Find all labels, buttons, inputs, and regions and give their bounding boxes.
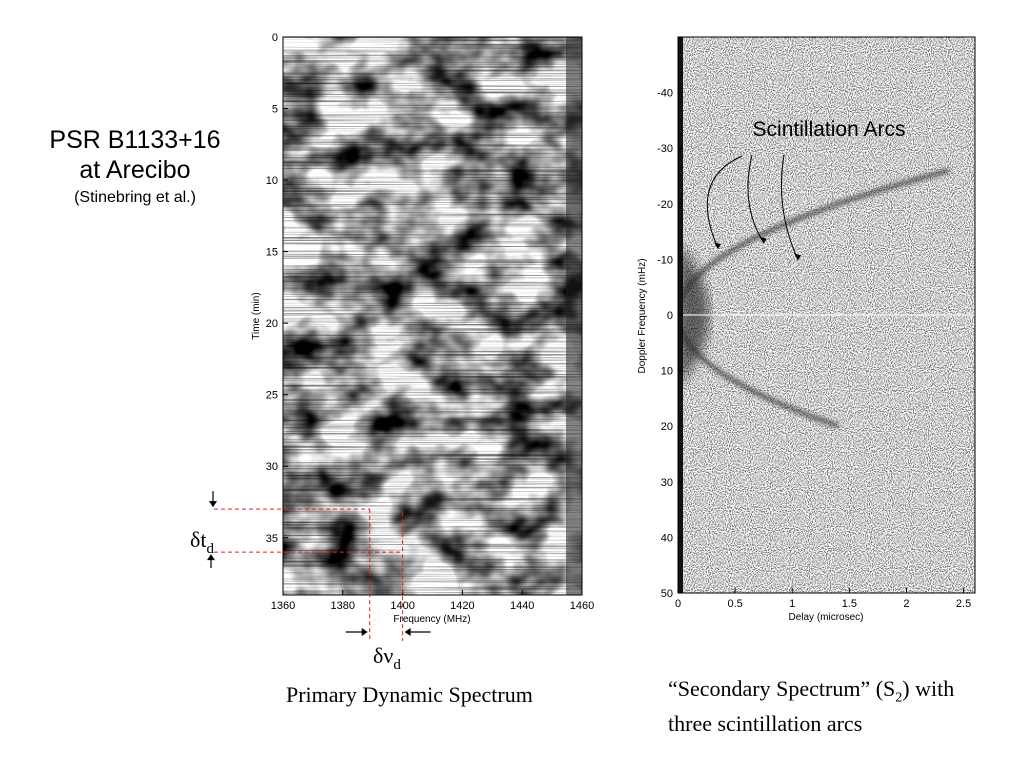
ss-y-axis: -40 -30 -20 -10 0 10 20 30 40 50 (657, 88, 683, 600)
scintle-annotation (207, 491, 431, 641)
ss-y-tick-label: 20 (661, 421, 673, 433)
ds-y-axis: 0 5 10 15 20 25 30 35 (266, 32, 288, 545)
delta-nu-label: δνd (373, 643, 401, 673)
ds-y-axis-label: Time (min) (251, 292, 262, 339)
primary-dynamic-spectrum: 1360 1380 1400 1420 1440 1460 05101520253035 … (190, 32, 594, 673)
arc-pointer-head (793, 253, 801, 261)
arc-pointer-arrows (706, 154, 801, 261)
ss-x-tick-label: 1.5 (842, 598, 857, 610)
ds-y-tick-label: 0 (272, 32, 278, 44)
delta-t-label: δtd (190, 527, 214, 557)
pulsar-name: PSR B1133+16 (49, 126, 221, 154)
scintillation-arcs-annotation: Scintillation Arcs (753, 118, 906, 141)
ss-x-axis: 0 0.5 1 1.5 2 2.5 (675, 588, 971, 610)
ds-x-axis-label: Frequency (MHz) (393, 614, 470, 625)
ds-x-tick-label: 1440 (510, 600, 534, 612)
delta-t-arrowhead-top (209, 501, 217, 508)
ds-plot-frame (282, 36, 583, 596)
secondary-spectrum: 0 0.5 1 1.5 2 2.5 -40 -30 -20 -10 0 10 20 30 40 50 Del… (637, 36, 976, 623)
ss-y-tick-label: 10 (661, 366, 673, 378)
ss-y-tick-label: -10 (657, 254, 673, 266)
ss-y-tick-label: -20 (657, 199, 673, 211)
ds-x-axis: 1360 1380 1400 1420 1440 1460 (271, 590, 594, 612)
ds-x-tick-label: 1420 (450, 600, 474, 612)
ss-y-tick-label: 50 (661, 588, 673, 600)
ds-x-tick-label: 1380 (331, 600, 355, 612)
ds-x-tick-label: 1460 (570, 600, 594, 612)
arc-pointer-head (759, 236, 767, 244)
ds-y-tick-label: 30 (266, 461, 278, 473)
secondary-caption-text-end: ) with (902, 676, 955, 701)
observatory-label: at Arecibo (79, 156, 191, 184)
ss-x-tick-label: 0.5 (727, 598, 742, 610)
ss-y-tick-label: -30 (657, 143, 673, 155)
ss-y-tick-label: 30 (661, 477, 673, 489)
ds-y-tick-label: 20 (266, 318, 278, 330)
ss-x-tick-label: 2 (903, 598, 909, 610)
ds-band-edge (566, 37, 582, 595)
ss-x-axis-label: Delay (microsec) (788, 612, 863, 623)
arc-pointer-line (780, 154, 799, 260)
arc-pointer-head (713, 242, 721, 250)
ss-y-tick-label: -40 (657, 88, 673, 100)
ds-y-tick-label: 15 (266, 247, 278, 259)
arc-pointer-line (706, 155, 743, 249)
ds-x-tick-label: 1360 (271, 600, 295, 612)
primary-spectrum-caption: Primary Dynamic Spectrum (286, 682, 533, 707)
slide-title: PSR B1133+16 at Arecibo (Stinebring et a… (20, 126, 250, 210)
secondary-caption-text: “Secondary Spectrum” (S (668, 676, 896, 701)
ss-y-tick-label: 40 (661, 532, 673, 544)
ss-x-tick-label: 1 (789, 598, 795, 610)
ss-x-tick-label: 2.5 (956, 598, 971, 610)
citation-label: (Stinebring et al.) (74, 189, 196, 206)
arc-pointer-line (747, 154, 765, 243)
ds-y-tick-label: 35 (266, 533, 278, 545)
ds-y-tick-label: 5 (272, 104, 278, 116)
ss-y-axis-label: Doppler Frequency (mHz) (637, 258, 648, 373)
ss-x-tick-label: 0 (675, 598, 681, 610)
secondary-caption-subscript: 2 (895, 690, 903, 706)
secondary-spectrum-caption: “Secondary Spectrum” (S2) with three sci… (668, 676, 1024, 737)
ss-y-tick-label: 0 (667, 310, 673, 322)
ds-y-tick-label: 25 (266, 390, 278, 402)
secondary-caption-line2: three scintillation arcs (668, 711, 863, 737)
ds-intensity-image (283, 37, 582, 595)
ds-y-tick-label: 10 (266, 175, 278, 187)
delta-t-arrowhead-bottom (207, 554, 215, 561)
delta-nu-arrowhead-right (404, 628, 411, 636)
delta-nu-arrowhead-left (361, 628, 368, 636)
